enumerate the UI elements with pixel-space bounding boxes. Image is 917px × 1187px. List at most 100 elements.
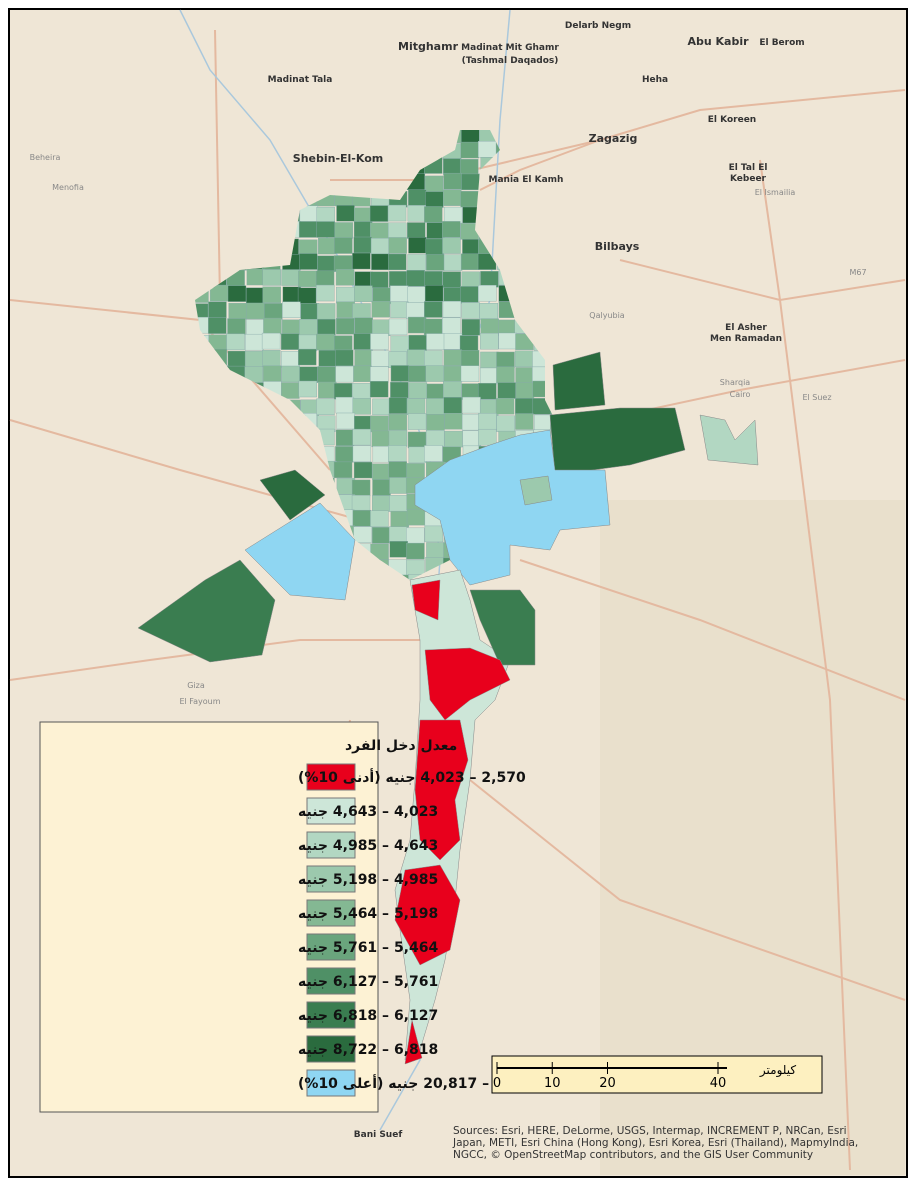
place-label: Madinat Mit Ghamr xyxy=(461,43,559,53)
region xyxy=(515,382,535,399)
region xyxy=(406,508,426,526)
region xyxy=(352,252,371,270)
region xyxy=(352,509,372,527)
place-label: Menofia xyxy=(52,183,84,192)
region xyxy=(407,349,426,366)
region xyxy=(443,333,463,350)
region xyxy=(407,413,427,430)
region xyxy=(334,237,353,254)
region xyxy=(262,350,281,367)
region xyxy=(281,319,301,336)
region xyxy=(208,317,227,334)
region xyxy=(352,445,372,463)
region xyxy=(441,221,461,238)
region xyxy=(552,351,606,411)
region xyxy=(298,334,318,352)
region xyxy=(316,398,335,416)
place-label: (Tashmal Daqados) xyxy=(462,56,559,66)
region xyxy=(425,430,445,447)
legend-swatch xyxy=(306,1069,356,1097)
region xyxy=(351,479,371,497)
place-label: El Ismailia xyxy=(755,188,796,197)
region xyxy=(498,332,517,350)
region xyxy=(336,301,355,318)
region xyxy=(259,469,326,521)
region xyxy=(244,350,264,368)
region xyxy=(388,526,408,543)
region xyxy=(388,222,407,240)
region xyxy=(424,285,444,302)
region xyxy=(461,271,480,289)
region xyxy=(354,285,373,302)
region xyxy=(414,429,611,586)
region xyxy=(336,205,355,222)
region xyxy=(262,269,281,286)
region xyxy=(351,495,371,512)
region xyxy=(442,317,461,335)
region xyxy=(496,415,515,432)
place-label: Abu Kabir xyxy=(687,35,749,48)
region xyxy=(459,159,479,176)
region xyxy=(469,589,536,666)
sources: Sources: Esri, HERE, DeLorme, USGS, Inte… xyxy=(452,1125,858,1161)
region xyxy=(335,269,355,286)
region xyxy=(406,270,425,287)
region xyxy=(298,348,317,366)
region xyxy=(426,333,445,350)
region xyxy=(388,253,407,271)
legend-label: 4,023 – 4,643 جنيه xyxy=(298,804,438,820)
region xyxy=(406,463,425,480)
place-label: M67 xyxy=(849,268,866,277)
region xyxy=(262,286,281,303)
region xyxy=(424,525,444,543)
region xyxy=(424,206,443,223)
region xyxy=(353,333,372,350)
region xyxy=(372,479,391,496)
region xyxy=(335,396,355,414)
region xyxy=(333,461,353,479)
region xyxy=(298,221,318,238)
region xyxy=(424,445,443,462)
region xyxy=(228,302,247,320)
region xyxy=(479,303,498,320)
place-label: Cairo xyxy=(730,390,751,399)
region xyxy=(137,559,276,663)
legend-swatch xyxy=(306,899,356,927)
region xyxy=(478,413,497,430)
region xyxy=(300,303,320,320)
region xyxy=(372,463,391,480)
region xyxy=(414,719,469,861)
region xyxy=(462,239,481,256)
region xyxy=(370,415,389,432)
region xyxy=(426,542,445,559)
region xyxy=(479,367,499,385)
region xyxy=(444,430,463,448)
region xyxy=(408,382,428,399)
place-label: El Berom xyxy=(759,38,804,48)
region xyxy=(426,383,446,401)
region xyxy=(496,366,515,384)
legend-swatch xyxy=(306,1001,356,1029)
legend-swatch xyxy=(306,763,356,791)
legend-swatch xyxy=(306,967,356,995)
region xyxy=(226,333,245,351)
region xyxy=(246,319,265,336)
place-label: Bilbays xyxy=(595,240,640,253)
legend-label: 8,722 – 20,817 جنيه (أعلى 10%) xyxy=(298,1074,538,1092)
place-label: Heha xyxy=(642,75,668,85)
region xyxy=(370,238,390,255)
region xyxy=(534,414,553,432)
region xyxy=(244,502,356,601)
region xyxy=(424,175,444,193)
region xyxy=(388,445,407,462)
region xyxy=(316,206,335,224)
region xyxy=(370,366,389,383)
region xyxy=(514,350,534,368)
scale-tick-label: 10 xyxy=(544,1076,561,1091)
region xyxy=(443,189,462,206)
region xyxy=(245,287,265,304)
region xyxy=(281,382,300,399)
region xyxy=(443,172,462,190)
region xyxy=(299,253,318,270)
region xyxy=(424,271,443,288)
